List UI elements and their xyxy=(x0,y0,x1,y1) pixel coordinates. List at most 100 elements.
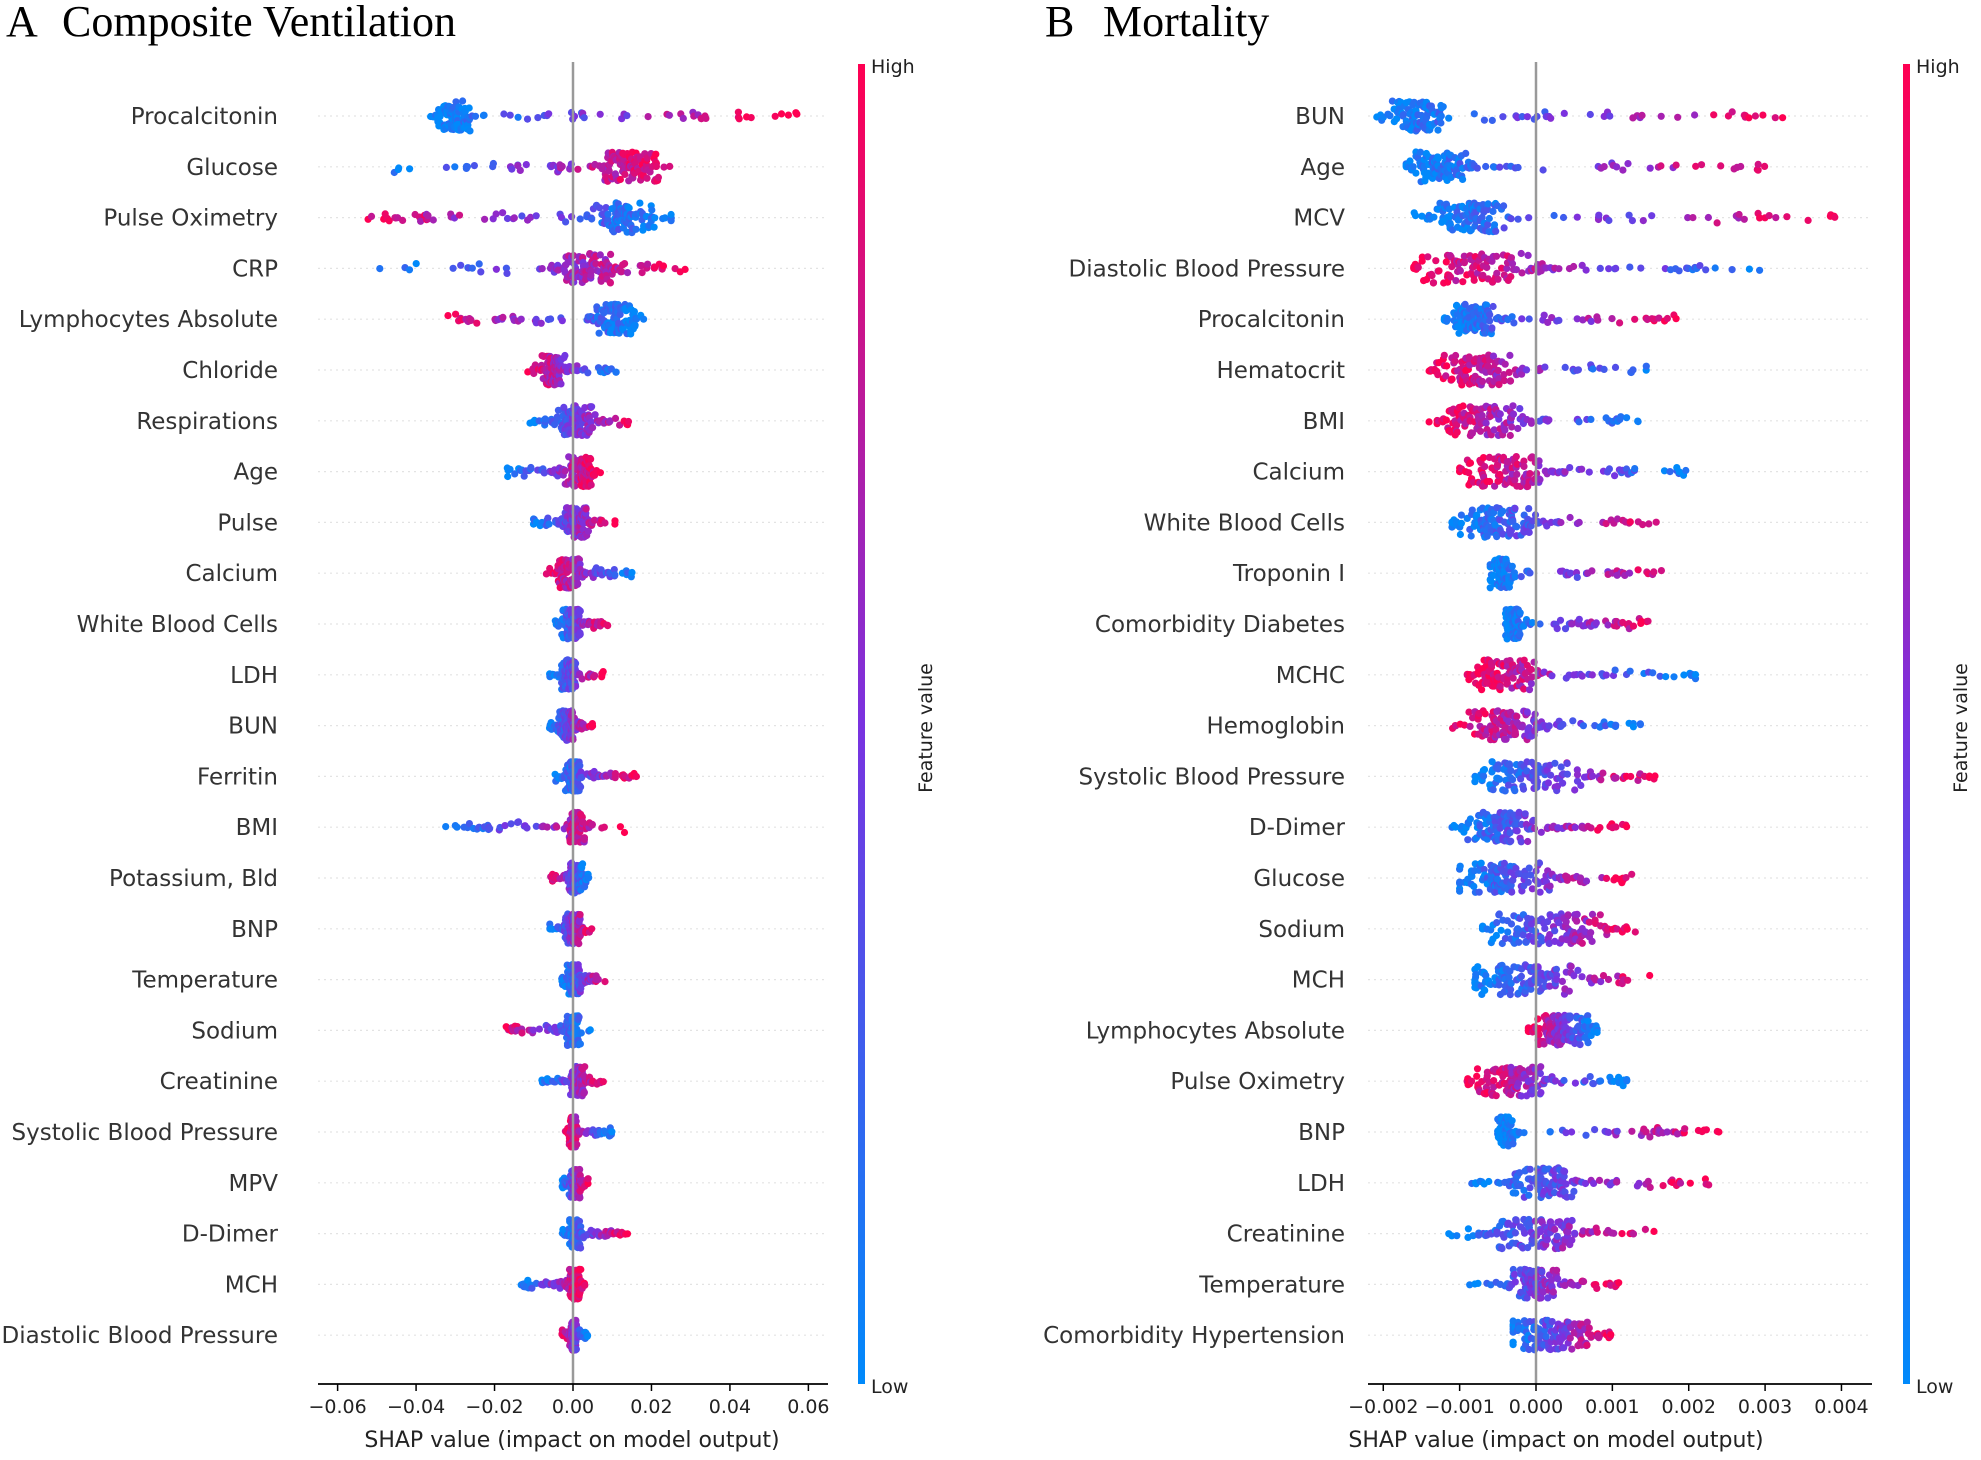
shap-point xyxy=(1434,126,1442,134)
shap-point xyxy=(661,214,669,222)
feature-label-age: Age xyxy=(1301,155,1345,181)
shap-point xyxy=(1525,214,1533,222)
shap-point xyxy=(1637,264,1645,272)
shap-point xyxy=(650,223,658,231)
shap-point xyxy=(1772,214,1780,222)
x-tick-label: −0.04 xyxy=(387,1396,445,1418)
shap-point xyxy=(452,310,460,318)
feature-label-respirations: Respirations xyxy=(136,409,278,435)
shap-point xyxy=(589,722,597,730)
shap-point xyxy=(1713,219,1721,227)
shap-point xyxy=(1691,111,1699,119)
shap-point xyxy=(1411,212,1420,220)
shap-point xyxy=(501,822,509,830)
shap-point xyxy=(1499,507,1507,515)
shap-point xyxy=(576,215,584,223)
shap-point xyxy=(1587,317,1595,325)
feature-label-d-dimer: D-Dimer xyxy=(182,1222,279,1248)
shap-point xyxy=(1499,113,1507,121)
shap-point xyxy=(1440,351,1448,359)
shap-point xyxy=(1611,363,1620,371)
shap-point xyxy=(601,519,609,527)
shap-point xyxy=(1541,363,1549,371)
shap-point xyxy=(611,414,620,422)
shap-point xyxy=(1456,267,1464,275)
shap-point xyxy=(1717,162,1725,170)
shap-point xyxy=(616,175,625,184)
shap-point xyxy=(1682,466,1690,475)
shap-point xyxy=(623,269,632,277)
shap-point xyxy=(1470,110,1478,118)
shap-point xyxy=(532,212,540,220)
shap-point xyxy=(503,269,511,277)
shap-point xyxy=(1634,418,1642,426)
shap-point xyxy=(1804,216,1812,224)
shap-point xyxy=(517,315,525,323)
shap-point xyxy=(1585,468,1593,476)
shap-point xyxy=(1575,418,1583,426)
shap-point xyxy=(504,472,512,481)
shap-point xyxy=(640,315,648,323)
shap-point xyxy=(1480,116,1488,124)
shap-point xyxy=(611,770,620,778)
shap-point xyxy=(651,214,659,222)
shap-point xyxy=(523,115,532,123)
shap-point xyxy=(1710,111,1718,119)
shap-point xyxy=(599,1078,607,1086)
shap-point xyxy=(1445,114,1453,122)
shap-point xyxy=(475,260,483,268)
shap-point xyxy=(471,112,480,120)
shap-point xyxy=(442,823,450,831)
shap-point xyxy=(1488,324,1496,332)
shap-point xyxy=(477,268,485,276)
shap-point xyxy=(576,1040,585,1048)
shap-point xyxy=(1476,427,1485,435)
shap-point xyxy=(666,162,674,170)
shap-point xyxy=(1611,472,1619,480)
shap-point xyxy=(1648,212,1656,220)
feature-label-creatinine: Creatinine xyxy=(1227,1222,1345,1248)
shap-point xyxy=(444,312,452,320)
shap-point xyxy=(1745,114,1753,122)
feature-label-troponin-i: Troponin I xyxy=(1232,561,1345,587)
shap-point xyxy=(793,110,801,118)
shap-point xyxy=(1779,114,1787,122)
shap-point xyxy=(395,164,403,172)
shap-point xyxy=(1452,351,1460,360)
shap-point xyxy=(587,267,595,275)
shap-point xyxy=(1467,532,1475,540)
shap-point xyxy=(1646,164,1654,172)
shap-point xyxy=(1457,519,1465,527)
shap-point xyxy=(631,321,639,329)
shap-point xyxy=(628,568,636,577)
panel-b-letter: B xyxy=(1045,0,1074,46)
shap-point xyxy=(558,317,566,325)
shap-point xyxy=(771,112,779,120)
shap-point xyxy=(1672,161,1680,169)
shap-points xyxy=(364,97,801,1354)
shap-point xyxy=(468,264,476,272)
shap-point xyxy=(596,251,604,259)
shap-point xyxy=(594,975,602,984)
shap-point xyxy=(1608,315,1616,323)
shap-point xyxy=(600,823,608,831)
shap-point xyxy=(606,279,615,287)
shap-point xyxy=(545,110,553,118)
shap-point xyxy=(405,266,414,274)
feature-label-calcium: Calcium xyxy=(1252,460,1345,486)
shap-point xyxy=(1740,215,1748,223)
shap-point xyxy=(465,104,473,112)
shap-point xyxy=(1489,302,1497,311)
shap-point xyxy=(1437,119,1445,127)
shap-point xyxy=(541,415,549,423)
shap-point xyxy=(605,167,613,175)
feature-label-chloride: Chloride xyxy=(182,358,278,384)
shap-point xyxy=(506,111,514,119)
shap-point xyxy=(632,225,640,233)
shap-point xyxy=(591,672,599,680)
shap-point xyxy=(1443,362,1451,370)
shap-point xyxy=(480,111,488,119)
shap-point xyxy=(621,260,629,268)
shap-point xyxy=(1506,431,1514,440)
shap-point xyxy=(582,505,590,513)
